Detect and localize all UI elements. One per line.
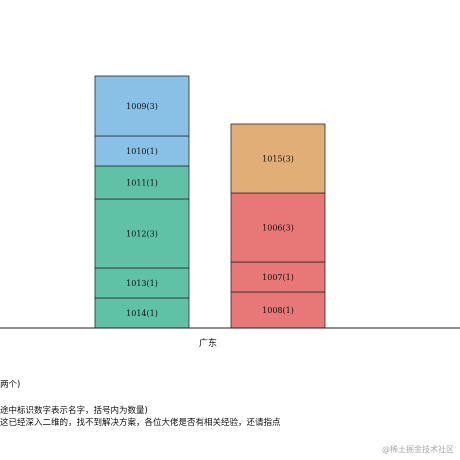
- note-line-3: 这已经深入二维的，找不到解决方案，各位大佬是否有相关经验，还请指点: [0, 418, 281, 428]
- bar-segment-label: 1014(1): [126, 309, 158, 318]
- bar-segment: [94, 135, 190, 167]
- bar-segment-label: 1009(3): [126, 102, 158, 111]
- note-line-2: 途中标识数字表示名字，括号内为数量): [0, 406, 148, 416]
- bars-layer: 1014(1) 1013(1) 1012(3) 1011(1) 1010(1) 1009(…: [94, 75, 326, 329]
- bar-segment: [230, 123, 326, 194]
- bar-segment: [230, 192, 326, 263]
- bar-segment: [94, 75, 190, 137]
- bar-segment: [230, 261, 326, 293]
- bar-segment-label: 1006(3): [262, 224, 294, 233]
- bar-segment-label: 1010(1): [126, 147, 158, 156]
- category-label: 广东: [199, 337, 217, 349]
- bar-segment-label: 1011(1): [126, 179, 158, 188]
- note-line-1: 两个): [0, 380, 21, 390]
- bar-segment-label: 1015(3): [262, 155, 294, 164]
- bar-segment: [94, 165, 190, 200]
- bar-segment-label: 1013(1): [126, 279, 158, 288]
- bar-segment: [94, 297, 190, 329]
- bar-segment-label: 1007(1): [262, 273, 294, 282]
- bar-segment-label: 1008(1): [262, 306, 294, 315]
- watermark: @稀土掘金技术社区: [382, 445, 454, 454]
- bar-segment: [94, 267, 190, 299]
- bar-segment-label: 1012(3): [126, 230, 158, 239]
